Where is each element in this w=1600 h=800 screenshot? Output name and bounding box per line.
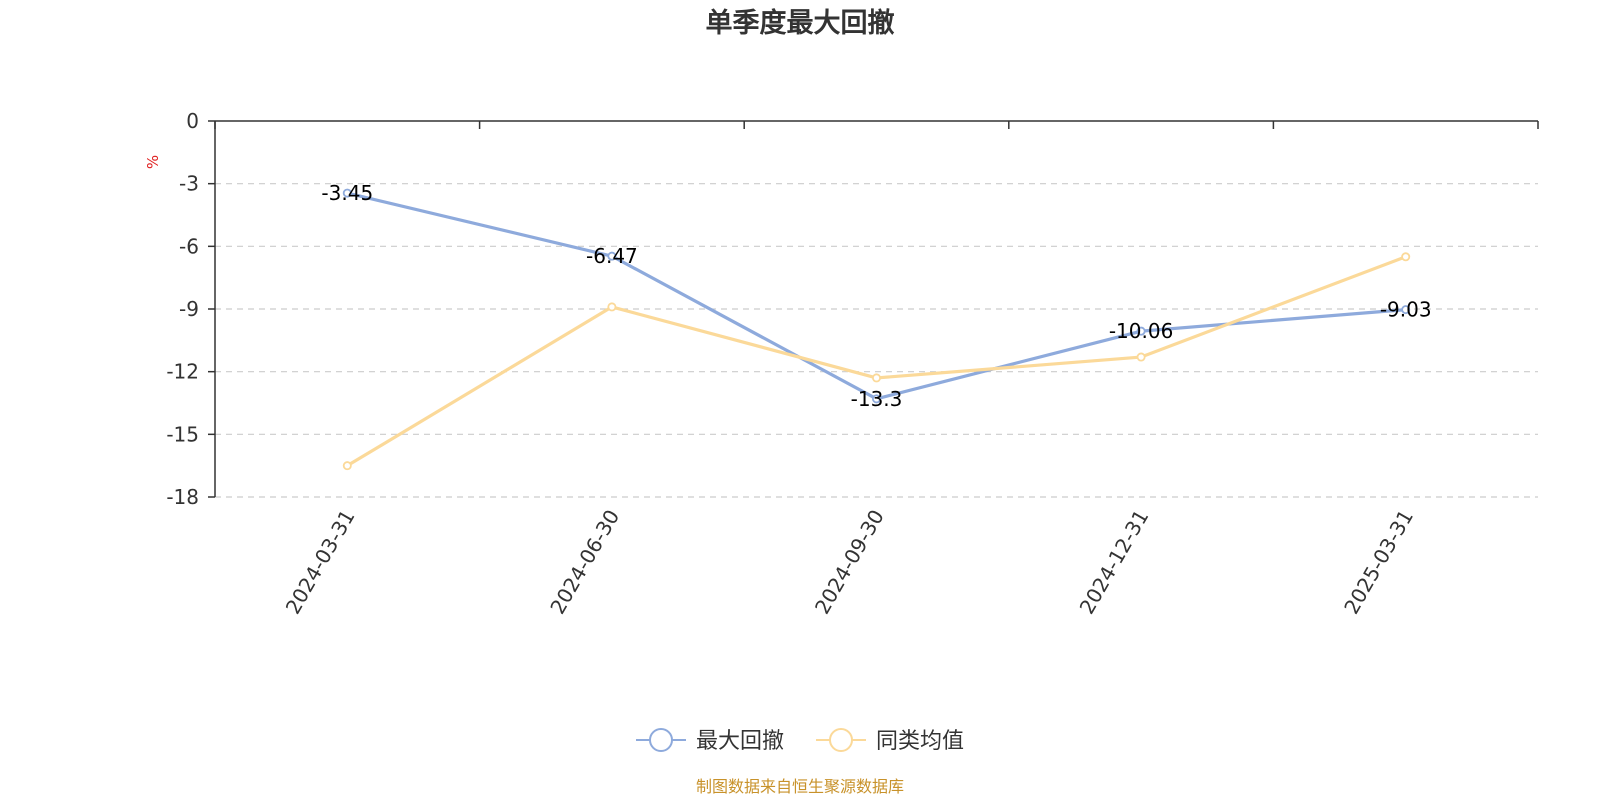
data-label: -13.3	[851, 387, 903, 411]
data-label: -9.03	[1380, 298, 1432, 322]
data-point	[607, 302, 617, 312]
y-axis-unit: %	[144, 155, 162, 169]
data-point	[607, 251, 617, 261]
x-tick-label: 2024-12-31	[1075, 506, 1154, 619]
data-point	[1136, 326, 1146, 336]
data-point	[872, 394, 882, 404]
series-lines	[342, 188, 1411, 471]
data-point	[872, 373, 882, 383]
data-point	[342, 461, 352, 471]
data-label: -10.06	[1109, 319, 1173, 343]
legend-marker-icon	[829, 728, 853, 752]
data-point	[1401, 305, 1411, 315]
legend-marker-icon	[649, 728, 673, 752]
y-tick-label: -6	[179, 234, 199, 258]
y-tick-label: -18	[166, 485, 199, 509]
y-tick-label: -12	[166, 360, 199, 384]
legend[interactable]: 最大回撤 同类均值	[636, 728, 964, 754]
y-tick-label: -15	[166, 422, 199, 446]
x-tick-label: 2024-09-30	[810, 506, 889, 619]
x-tick-label: 2024-06-30	[545, 506, 624, 619]
data-point	[342, 188, 352, 198]
legend-label: 同类均值	[876, 729, 964, 754]
x-tick-label: 2024-03-31	[281, 506, 360, 619]
y-tick-label: 0	[186, 109, 199, 133]
source-footer: 制图数据来自恒生聚源数据库	[696, 777, 904, 796]
data-point	[1136, 352, 1146, 362]
data-label: -3.45	[321, 181, 373, 205]
data-labels: -3.45 -6.47 -13.3 -10.06 -9.03	[321, 181, 1431, 411]
chart-title: 单季度最大回撤	[706, 7, 895, 39]
y-tick-label: -3	[179, 172, 199, 196]
legend-item[interactable]: 最大回撤	[636, 728, 784, 754]
grid-lines	[215, 183, 1538, 498]
data-point	[1401, 252, 1411, 262]
y-tick-label: -9	[179, 297, 199, 321]
x-tick-label: 2025-03-31	[1339, 506, 1418, 619]
data-label: -6.47	[586, 244, 638, 268]
legend-label: 最大回撤	[696, 729, 784, 754]
legend-item[interactable]: 同类均值	[816, 728, 964, 754]
series-line	[346, 191, 1406, 401]
